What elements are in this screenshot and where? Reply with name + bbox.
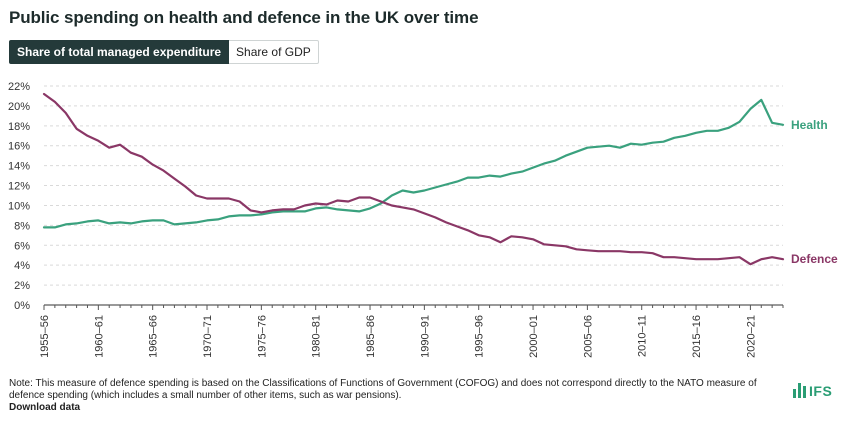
x-tick-label: 1970–71	[202, 315, 214, 358]
tab-share-of-total-managed-expenditure[interactable]: Share of total managed expenditure	[9, 40, 230, 64]
x-tick-label: 1980–81	[311, 315, 323, 358]
y-tick-label: 20%	[8, 101, 30, 113]
y-tick-label: 0%	[14, 300, 30, 312]
y-tick-label: 22%	[8, 81, 30, 93]
ifs-logo-bars-icon	[793, 383, 806, 398]
y-tick-label: 14%	[8, 161, 30, 173]
x-tick-label: 1995–96	[474, 315, 486, 358]
y-tick-label: 12%	[8, 181, 30, 193]
series-label-health: Health	[791, 118, 828, 132]
y-tick-label: 6%	[14, 240, 30, 252]
x-tick-label: 1990–91	[419, 315, 431, 358]
series-line-health	[42, 98, 785, 229]
chart-title: Public spending on health and defence in…	[9, 8, 479, 27]
x-tick-label: 2000–01	[528, 315, 540, 358]
x-tick-label: 2020–21	[745, 315, 757, 358]
download-data-link[interactable]: Download data	[9, 402, 81, 413]
ifs-logo-text: IFS	[809, 383, 833, 399]
x-tick-label: 1955–56	[39, 315, 51, 358]
series-label-defence: Defence	[791, 252, 838, 266]
y-tick-label: 4%	[14, 260, 30, 272]
line-chart: 0% 2% 4% 6% 8% 10% 12% 14% 16% 18% 20% 22% 1955–56 19…	[8, 81, 838, 358]
y-tick-label: 18%	[8, 121, 30, 133]
x-tick-label: 2010–11	[637, 315, 649, 357]
x-tick-label: 1960–61	[93, 315, 105, 358]
x-tick-label: 1985–86	[365, 315, 377, 358]
y-tick-label: 2%	[14, 280, 30, 292]
tab-share-of-gdp[interactable]: Share of GDP	[229, 40, 319, 64]
grid-layer	[44, 85, 783, 286]
series-line-defence	[42, 92, 785, 266]
series-layer	[42, 92, 785, 266]
view-tabs: Share of total managed expenditure Share…	[9, 40, 319, 64]
y-tick-label: 10%	[8, 200, 30, 212]
x-tick-label: 1965–66	[148, 315, 160, 358]
y-tick-label: 8%	[14, 220, 30, 232]
label-layer: Health Defence	[791, 118, 838, 266]
x-tick-label: 2005–06	[582, 315, 594, 358]
x-tick-label: 2015–16	[691, 315, 703, 358]
ifs-logo: IFS	[793, 383, 832, 398]
axis-layer: 0% 2% 4% 6% 8% 10% 12% 14% 16% 18% 20% 22% 1955–56 19…	[8, 81, 784, 358]
footnote: Note: This measure of defence spending i…	[9, 378, 757, 401]
y-tick-label: 16%	[8, 141, 30, 153]
x-tick-label: 1975–76	[256, 315, 268, 358]
